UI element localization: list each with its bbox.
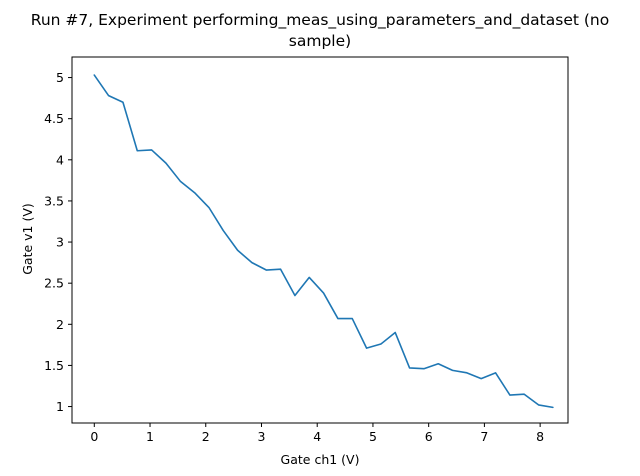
data-point — [351, 318, 353, 320]
data-point — [437, 363, 439, 365]
y-tick-label: 2 — [56, 317, 64, 332]
y-tick-label: 4.5 — [44, 111, 64, 126]
data-point — [194, 192, 196, 194]
x-tick-label: 4 — [313, 429, 321, 444]
series-layer — [93, 74, 554, 409]
data-point — [523, 393, 525, 395]
chart-title-line-1: Run #7, Experiment performing_meas_using… — [31, 11, 609, 30]
data-point — [423, 368, 425, 370]
data-point — [265, 269, 267, 271]
y-tick-label: 3.5 — [44, 193, 64, 208]
data-point — [122, 101, 124, 103]
data-point — [509, 394, 511, 396]
y-tick-label: 1.5 — [44, 358, 64, 373]
data-point — [337, 318, 339, 320]
x-tick-label: 0 — [90, 429, 98, 444]
data-point — [323, 292, 325, 294]
chart-title-line-2: sample) — [289, 32, 351, 50]
x-tick-label: 8 — [536, 429, 544, 444]
y-tick-label: 4 — [56, 152, 64, 167]
data-point — [237, 249, 239, 251]
x-tick-label: 6 — [425, 429, 433, 444]
data-point — [251, 262, 253, 264]
data-point — [452, 370, 454, 372]
plot-frame — [71, 56, 569, 424]
x-tick-label: 1 — [146, 429, 154, 444]
x-axis-label: Gate ch1 (V) — [281, 452, 360, 467]
y-tick-label: 3 — [56, 235, 64, 250]
x-tick-label: 5 — [369, 429, 377, 444]
y-tick-label: 5 — [56, 70, 64, 85]
series-line — [93, 74, 554, 409]
data-point — [394, 332, 396, 334]
data-point — [409, 367, 411, 369]
x-tick-label: 3 — [258, 429, 266, 444]
x-tick-label: 2 — [202, 429, 210, 444]
data-point — [466, 372, 468, 374]
data-point — [538, 404, 540, 406]
y-axis-label: Gate v1 (V) — [20, 203, 35, 275]
y-tick-label: 2.5 — [44, 276, 64, 291]
data-point — [480, 378, 482, 380]
data-point — [308, 277, 310, 279]
data-point — [108, 95, 110, 97]
y-axis-ticks: 1 1.5 2 2.5 3 3.5 4 4.5 5 — [44, 70, 72, 414]
data-point — [294, 295, 296, 297]
data-point — [165, 162, 167, 164]
x-tick-label: 7 — [480, 429, 488, 444]
data-point — [208, 207, 210, 209]
data-point — [179, 180, 181, 182]
data-point — [552, 407, 554, 409]
x-axis-ticks: 0 1 2 3 4 5 6 7 8 — [90, 423, 544, 444]
data-point — [222, 230, 224, 232]
data-point — [136, 150, 138, 152]
data-point — [380, 343, 382, 345]
data-point — [495, 372, 497, 374]
data-point — [366, 347, 368, 349]
data-point — [151, 149, 153, 151]
data-point — [280, 268, 282, 270]
y-tick-label: 1 — [56, 399, 64, 414]
data-point — [93, 74, 95, 76]
